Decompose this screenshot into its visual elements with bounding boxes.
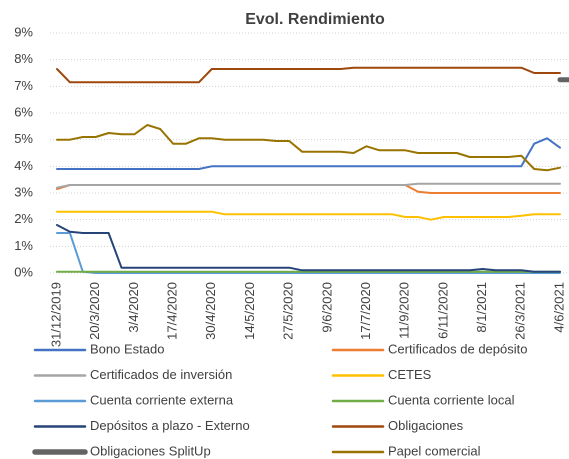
x-tick-label: 3/4/2020 bbox=[126, 282, 141, 333]
y-tick-label: 0% bbox=[14, 264, 33, 279]
x-tick-label: 9/6/2020 bbox=[319, 282, 334, 333]
legend-label: Bono Estado bbox=[90, 341, 164, 356]
series-line bbox=[56, 232, 561, 274]
legend-label: Certificados de depósito bbox=[388, 341, 527, 356]
legend-label: Papel comercial bbox=[388, 443, 481, 458]
x-tick-label: 17/4/2020 bbox=[165, 282, 180, 340]
x-tick-label: 31/12/2019 bbox=[48, 282, 63, 347]
x-tick-label: 20/3/2020 bbox=[87, 282, 102, 340]
series-line bbox=[56, 224, 561, 273]
series-line bbox=[56, 137, 561, 170]
legend-label: Depósitos a plazo - Externo bbox=[90, 418, 250, 433]
y-tick-label: 1% bbox=[14, 238, 33, 253]
series-line bbox=[56, 210, 561, 221]
x-tick-label: 11/9/2020 bbox=[397, 282, 412, 339]
x-tick-label: 27/5/2020 bbox=[281, 282, 296, 340]
y-tick-label: 8% bbox=[14, 51, 33, 66]
x-tick-label: 30/4/2020 bbox=[203, 282, 218, 340]
series-line bbox=[56, 124, 561, 172]
chart-title: Evol. Rendimiento bbox=[245, 11, 385, 28]
series-line bbox=[56, 184, 561, 194]
y-tick-label: 4% bbox=[14, 158, 33, 173]
x-tick-label: 6/11/2020 bbox=[435, 282, 450, 339]
x-tick-label: 4/6/2021 bbox=[551, 282, 566, 333]
y-tick-label: 6% bbox=[14, 104, 33, 119]
legend-label: Obligaciones SplitUp bbox=[90, 443, 211, 458]
x-tick-label: 26/3/2021 bbox=[513, 282, 528, 340]
legend-label: CETES bbox=[388, 367, 432, 382]
y-tick-label: 9% bbox=[14, 24, 33, 39]
legend-label: Cuenta corriente externa bbox=[90, 392, 234, 407]
series-line bbox=[56, 182, 561, 189]
legend-label: Certificados de inversión bbox=[90, 367, 232, 382]
x-tick-label: 17/7/2020 bbox=[358, 282, 373, 340]
series-line bbox=[56, 66, 561, 84]
y-tick-label: 2% bbox=[14, 211, 33, 226]
x-tick-label: 8/1/2021 bbox=[474, 282, 489, 333]
y-tick-label: 5% bbox=[14, 131, 33, 146]
y-tick-label: 7% bbox=[14, 78, 33, 93]
x-tick-label: 14/5/2020 bbox=[242, 282, 257, 340]
legend-label: Obligaciones bbox=[388, 418, 464, 433]
y-tick-label: 3% bbox=[14, 184, 33, 199]
legend-label: Cuenta corriente local bbox=[388, 392, 515, 407]
